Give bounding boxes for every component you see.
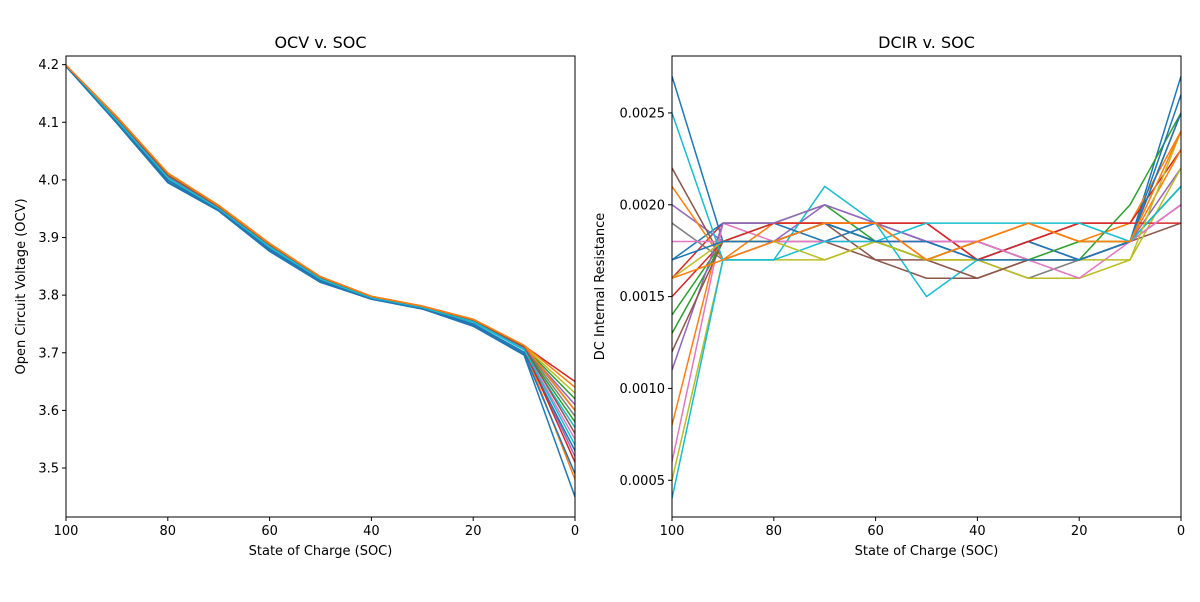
dcir-y-tick-label: 0.0005 (620, 474, 666, 489)
dcir-y-tick-label: 0.0020 (620, 198, 666, 213)
ocv-y-tick-label: 3.6 (38, 404, 59, 419)
ocv-x-axis-label: State of Charge (SOC) (249, 544, 393, 559)
dcir-chart-title: DCIR v. SOC (878, 33, 975, 52)
dcir-series-line-11 (672, 149, 1181, 261)
ocv-series-line-14 (66, 65, 575, 406)
dcir-series-line-8 (672, 167, 1181, 481)
ocv-chart-title: OCV v. SOC (274, 33, 366, 52)
ocv-series-line-12 (66, 65, 575, 423)
ocv-series-line-15 (66, 65, 575, 434)
ocv-y-tick-label: 4.1 (38, 116, 59, 131)
dcir-plot-frame (671, 55, 1182, 518)
ocv-series-line-13 (66, 65, 575, 463)
ocv-series-line-9 (66, 65, 575, 429)
dcir-x-tick-label: 0 (1177, 524, 1185, 539)
ocv-x-tick-label: 80 (160, 524, 177, 539)
ocv-series-line-8 (66, 64, 575, 394)
dcir-series-line-10 (672, 94, 1181, 261)
ocv-y-tick-label: 3.5 (38, 462, 59, 477)
ocv-series-line-18 (66, 64, 575, 411)
ocv-x-tick-label: 40 (363, 524, 380, 539)
ocv-x-tick-label: 20 (465, 524, 482, 539)
ocv-series-line-10 (66, 65, 575, 452)
ocv-plot-frame (65, 55, 576, 518)
dcir-y-tick-label: 0.0010 (620, 382, 666, 397)
ocv-series-line-7 (66, 65, 575, 417)
ocv-series-line-17 (66, 65, 575, 475)
dcir-x-tick-label: 60 (867, 524, 884, 539)
dcir-series-group (672, 75, 1181, 499)
dcir-x-axis-label: State of Charge (SOC) (855, 544, 999, 559)
ocv-series-line-2 (66, 65, 575, 400)
ocv-x-tick-label: 60 (261, 524, 278, 539)
ocv-y-axis-label: Open Circuit Voltage (OCV) (14, 198, 29, 374)
dcir-chart: DCIR v. SOC State of Charge (SOC) DC Int… (593, 33, 1185, 559)
dcir-series-line-14 (672, 204, 1181, 371)
ocv-series-line-5 (66, 65, 575, 411)
dcir-series-line-2 (672, 112, 1181, 316)
dcir-series-line-19 (672, 112, 1181, 261)
dcir-y-tick-label: 0.0015 (620, 290, 666, 305)
ocv-series-line-6 (66, 65, 575, 440)
ocv-y-tick-label: 4.0 (38, 173, 59, 188)
ocv-x-tick-label: 0 (571, 524, 579, 539)
dcir-x-tick-label: 80 (766, 524, 783, 539)
ocv-series-line-16 (66, 65, 575, 446)
ocv-chart: OCV v. SOC State of Charge (SOC) Open Ci… (14, 33, 579, 559)
dcir-series-line-4 (672, 167, 1181, 261)
dcir-y-tick-label: 0.0025 (620, 106, 666, 121)
ocv-y-tick-label: 3.7 (38, 346, 59, 361)
dcir-series-line-18 (672, 131, 1181, 279)
ocv-y-tick-label: 4.2 (38, 58, 59, 73)
ocv-x-tick-label: 100 (54, 524, 79, 539)
dcir-series-line-6 (672, 204, 1181, 463)
ocv-series-group (66, 64, 575, 498)
ocv-series-line-4 (66, 65, 575, 457)
dcir-series-line-20 (672, 130, 1181, 279)
dcir-x-tick-label: 100 (660, 524, 685, 539)
dcir-x-tick-label: 40 (969, 524, 986, 539)
dcir-x-tick-label: 20 (1071, 524, 1088, 539)
ocv-y-tick-label: 3.8 (38, 289, 59, 304)
ocv-series-line-1 (66, 65, 575, 480)
dcir-series-line-17 (672, 112, 1181, 261)
ocv-y-tick-label: 3.9 (38, 231, 59, 246)
dcir-y-axis-label: DC Internal Resistance (593, 213, 608, 361)
